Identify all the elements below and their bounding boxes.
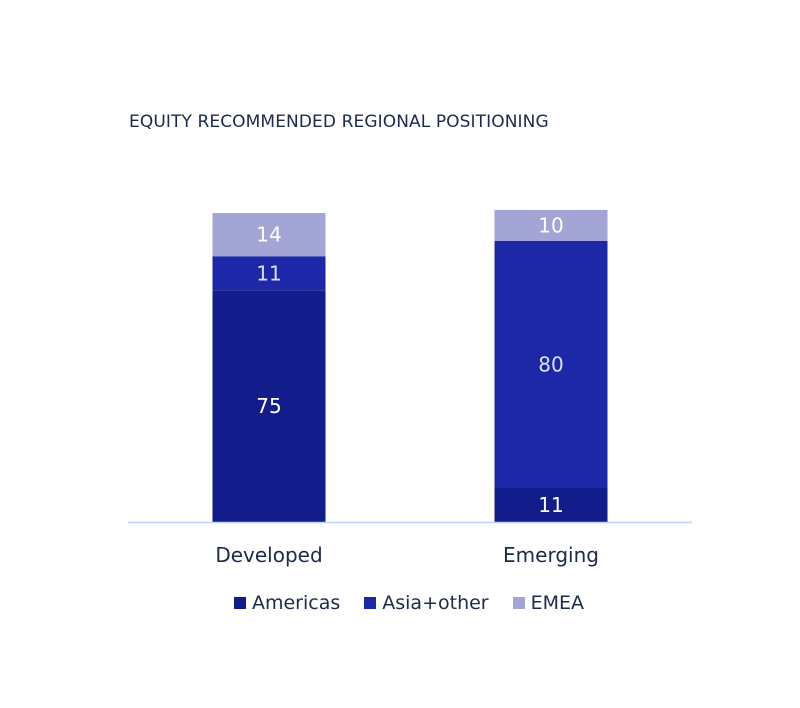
data-label-developed-emea: 14 [256, 223, 281, 247]
category-label-developed: Developed [215, 543, 322, 567]
bar-segment-developed-asia-other [212, 256, 326, 291]
legend-item-americas: Americas [233, 592, 341, 614]
legend-swatch [512, 597, 525, 609]
data-label-developed-asia-other: 11 [256, 261, 281, 285]
bar-segment-emerging-americas [494, 488, 608, 522]
data-label-emerging-americas: 11 [538, 493, 563, 517]
legend-item-emea: EMEA [512, 592, 585, 614]
data-label-emerging-asia-other: 80 [538, 352, 563, 376]
bar-segment-developed-americas [212, 290, 326, 522]
bar-segment-emerging-asia-other [494, 240, 608, 489]
bar-segment-emerging-emea [494, 209, 608, 241]
chart-title: EQUITY RECOMMENDED REGIONAL POSITIONING [129, 112, 549, 132]
category-label-emerging: Emerging [503, 543, 599, 567]
legend-swatch [233, 597, 246, 609]
legend-swatch [364, 597, 377, 609]
legend-label: Americas [251, 592, 341, 614]
legend-item-asia-other: Asia+other [364, 592, 489, 614]
data-label-developed-americas: 75 [256, 394, 281, 418]
legend: Americas Asia+other EMEA [0, 592, 800, 614]
legend-label: Asia+other [382, 592, 489, 614]
data-label-emerging-emea: 10 [538, 213, 563, 237]
bar-segment-developed-emea [212, 213, 326, 257]
legend-label: EMEA [530, 592, 585, 614]
